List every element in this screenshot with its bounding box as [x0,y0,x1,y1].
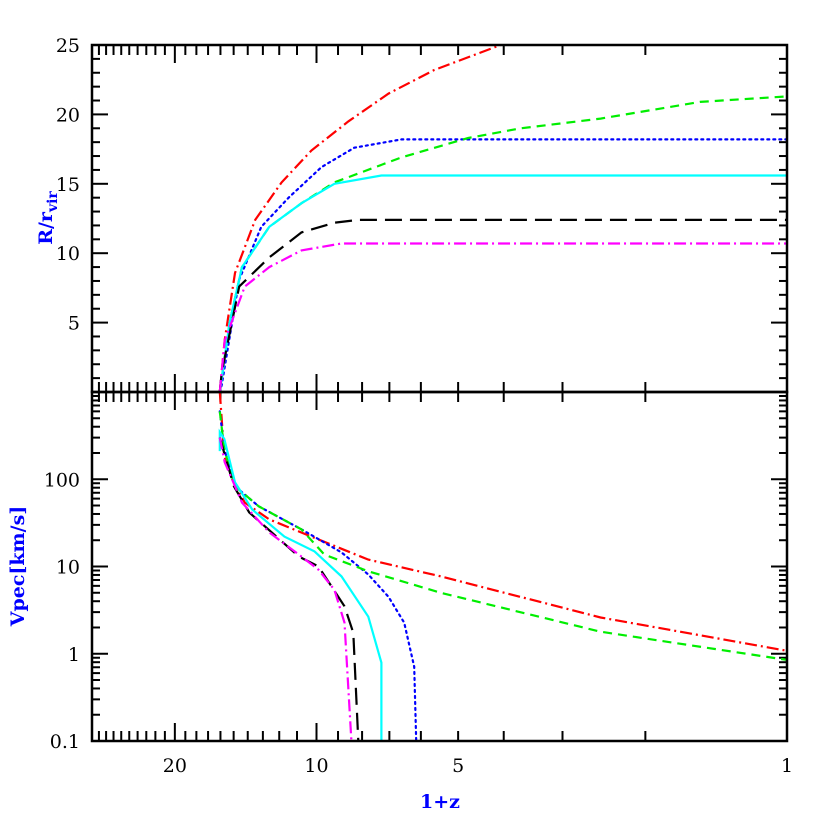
top-series-line [218,218,787,392]
x-tick-label: 1 [781,755,793,777]
y-tick-label: 10 [56,243,80,265]
top-series-line [218,138,787,392]
bottom-series-line [218,392,787,652]
curves [218,45,787,741]
y-tick-label: 20 [56,104,80,126]
top-series-line [218,174,787,392]
bottom-series-line [218,428,383,741]
y-tick-label: 15 [56,174,80,196]
y-tick-label: 5 [68,313,80,335]
top-y-axis-label: R/rvir [35,191,61,245]
top-series-line [218,45,502,392]
x-tick-label: 20 [163,755,187,777]
bottom-series-line [218,437,360,741]
x-tick-label: 5 [452,755,464,777]
y-tick-label: 0.1 [50,731,80,753]
y-tick-label: 10 [56,557,80,579]
top-panel-ticks [91,44,787,392]
top-series-line [218,95,787,392]
bottom-series-line [218,411,787,661]
top-series-line [218,242,787,392]
bottom-panel-ticks [91,392,787,742]
bottom-y-axis-label: Vpec[km/s] [7,506,29,628]
top-panel-frame [90,43,789,394]
bottom-panel-frame [90,390,789,743]
x-tick-label: 10 [304,755,328,777]
y-tick-label: 1 [68,644,80,666]
bottom-series-line [218,437,353,741]
x-axis-label: 1+z [420,791,460,813]
bottom-series-line [218,410,418,741]
y-tick-label: 100 [44,469,80,491]
y-tick-label: 25 [56,35,80,57]
